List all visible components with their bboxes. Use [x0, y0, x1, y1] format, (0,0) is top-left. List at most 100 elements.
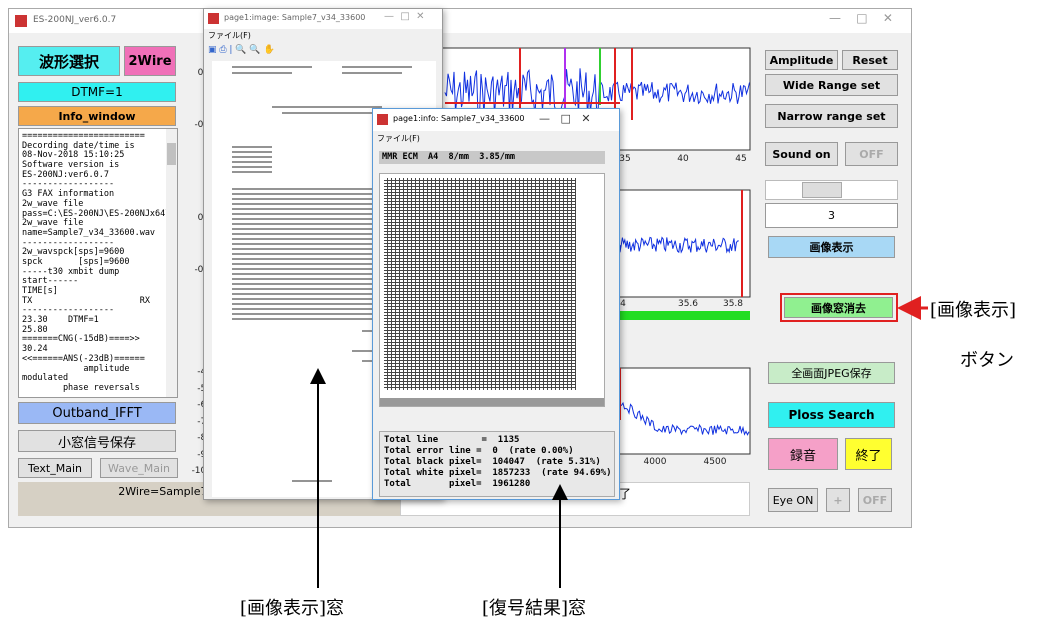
result-line: Total black pixel= 104047 (rate 5.31%): [384, 457, 601, 467]
scrollbar[interactable]: [166, 129, 177, 397]
reset-button[interactable]: Reset: [842, 50, 898, 70]
window-controls[interactable]: — □ ✕: [539, 112, 591, 125]
result-line: Total error line = 0 (rate 0.00%): [384, 446, 574, 456]
wave-select-button[interactable]: 波形選択: [18, 46, 120, 76]
info-line: TIME[s]: [22, 286, 58, 296]
wave-main-button[interactable]: Wave_Main: [100, 458, 178, 478]
info-line: G3 FAX information: [22, 189, 115, 200]
info-menu[interactable]: ファイル(F): [377, 134, 420, 143]
window-title: ES-200NJ_ver6.0.7: [33, 15, 117, 25]
info-line: ========================: [22, 131, 145, 141]
info-line: ------------------: [22, 305, 115, 316]
tick-label: 45: [735, 154, 747, 164]
info-line: ------------------: [22, 179, 115, 190]
two-wire-button[interactable]: 2Wire: [124, 46, 176, 76]
info-line: 2w_wave file: [22, 198, 84, 209]
info-window-annotation: [復号結果]窓: [482, 598, 587, 619]
info-line: phase reversals: [22, 382, 140, 393]
pixel-grid: [384, 178, 576, 390]
scroll-thumb[interactable]: [167, 143, 176, 165]
title-bar: ES-200NJ_ver6.0.7 — □ ✕: [9, 9, 911, 33]
result-line: Total pixel= 1961280: [384, 479, 531, 489]
eye-off-button[interactable]: OFF: [858, 488, 892, 512]
button-annotation-word: ボタン: [960, 350, 1014, 371]
info-line: 25.80: [22, 324, 48, 335]
image-title-bar: page1:image: Sample7_v34_33600 — □ ✕: [204, 9, 442, 29]
info-header: MMR ECM A4 8/mm 3.85/mm: [379, 151, 605, 164]
image-show-button[interactable]: 画像表示: [768, 236, 895, 258]
plus-button[interactable]: +: [826, 488, 850, 512]
image-window-annotation: [画像表示]窓: [240, 598, 345, 619]
image-clear-button[interactable]: 画像窓消去: [784, 297, 893, 318]
button-annotation: [画像表示]: [930, 300, 1017, 321]
wide-range-button[interactable]: Wide Range set: [765, 74, 898, 96]
app-icon: [377, 114, 388, 125]
app-icon: [15, 15, 27, 27]
info-window: page1:info: Sample7_v34_33600 — □ ✕ ファイル…: [372, 108, 620, 500]
tick-label: 4000: [643, 457, 667, 467]
tick-label: 4: [620, 299, 626, 309]
info-window-title: page1:info: Sample7_v34_33600: [393, 114, 525, 123]
info-line: =======CNG(-15dB)====>>: [22, 334, 140, 345]
decoded-image: [379, 173, 605, 407]
image-menu[interactable]: ファイル(F): [208, 31, 251, 40]
status-right: 了: [619, 487, 632, 501]
info-line: name=Sample7_v34_33600.wav: [22, 227, 156, 238]
image-window-title: page1:image: Sample7_v34_33600: [224, 13, 366, 22]
progress-bar: [620, 311, 750, 320]
info-line: 30.24: [22, 344, 48, 355]
narrow-range-button[interactable]: Narrow range set: [765, 104, 898, 128]
info-line: Decording date/time is: [22, 140, 135, 151]
info-line: spck [sps]=9600: [22, 256, 130, 267]
scrollbar[interactable]: [380, 398, 604, 406]
results-box: Total line = 1135 Total error line = 0 (r…: [379, 431, 615, 497]
info-window-label: Info_window: [18, 106, 176, 126]
info-line: -----t30 xmbit dump: [22, 266, 120, 277]
record-button[interactable]: 録音: [768, 438, 838, 470]
window-controls[interactable]: — □ ✕: [384, 11, 425, 22]
slider-value: 3: [765, 203, 898, 228]
tick-label: 40: [677, 154, 689, 164]
outband-button[interactable]: Outband_IFFT: [18, 402, 176, 424]
info-line: 08-Nov-2018 15:10:25: [22, 150, 125, 161]
info-line: start------: [22, 276, 79, 287]
jpeg-save-button[interactable]: 全画面JPEG保存: [768, 362, 895, 384]
info-line: TX RX: [22, 295, 150, 306]
app-icon: [208, 13, 219, 24]
info-line: 2w_wave file: [22, 218, 84, 229]
info-title-bar: page1:info: Sample7_v34_33600 — □ ✕: [373, 109, 619, 131]
tick-label: 35: [619, 154, 631, 164]
ploss-search-button[interactable]: Ploss Search: [768, 402, 895, 428]
tick-label: 35.8: [722, 299, 744, 309]
amplitude-button[interactable]: Amplitude: [765, 50, 838, 70]
info-line: ------------------: [22, 237, 115, 248]
window-controls[interactable]: — □ ✕: [829, 11, 893, 25]
info-text-box[interactable]: ======================== Decording date/t…: [18, 128, 178, 398]
info-line: ES-200NJ:ver6.0.7: [22, 169, 109, 180]
info-line: Software version is: [22, 160, 120, 171]
tick-label: -100: [191, 466, 212, 476]
toolbar[interactable]: ▣ ⎙ | 🔍 🔍 ✋: [208, 45, 275, 55]
eye-on-button[interactable]: Eye ON: [768, 488, 818, 512]
result-line: Total white pixel= 1857233 (rate 94.69%): [384, 468, 612, 478]
result-line: Total line = 1135: [384, 435, 520, 445]
info-line: modulated: [22, 373, 69, 384]
info-line: <<======ANS(-23dB)======: [22, 353, 145, 364]
dtmf-label: DTMF=1: [18, 82, 176, 102]
waveform: [619, 236, 739, 254]
slider-thumb[interactable]: [802, 182, 842, 198]
save-small-button[interactable]: 小窓信号保存: [18, 430, 176, 452]
info-line: pass=C:\ES-200NJ\ES-200NJx64\w: [22, 208, 176, 219]
info-line: 2w_wavspck[sps]=9600: [22, 247, 125, 258]
info-line: amplitude: [22, 363, 130, 374]
slider[interactable]: [765, 180, 898, 200]
tick-label: 35.6: [677, 299, 699, 309]
sound-off-button[interactable]: OFF: [845, 142, 898, 166]
exit-button[interactable]: 終了: [845, 438, 892, 470]
sound-on-button[interactable]: Sound on: [765, 142, 838, 166]
text-main-button[interactable]: Text_Main: [18, 458, 92, 478]
tick-label: 4500: [703, 457, 727, 467]
info-line: 23.30 DTMF=1: [22, 315, 99, 326]
